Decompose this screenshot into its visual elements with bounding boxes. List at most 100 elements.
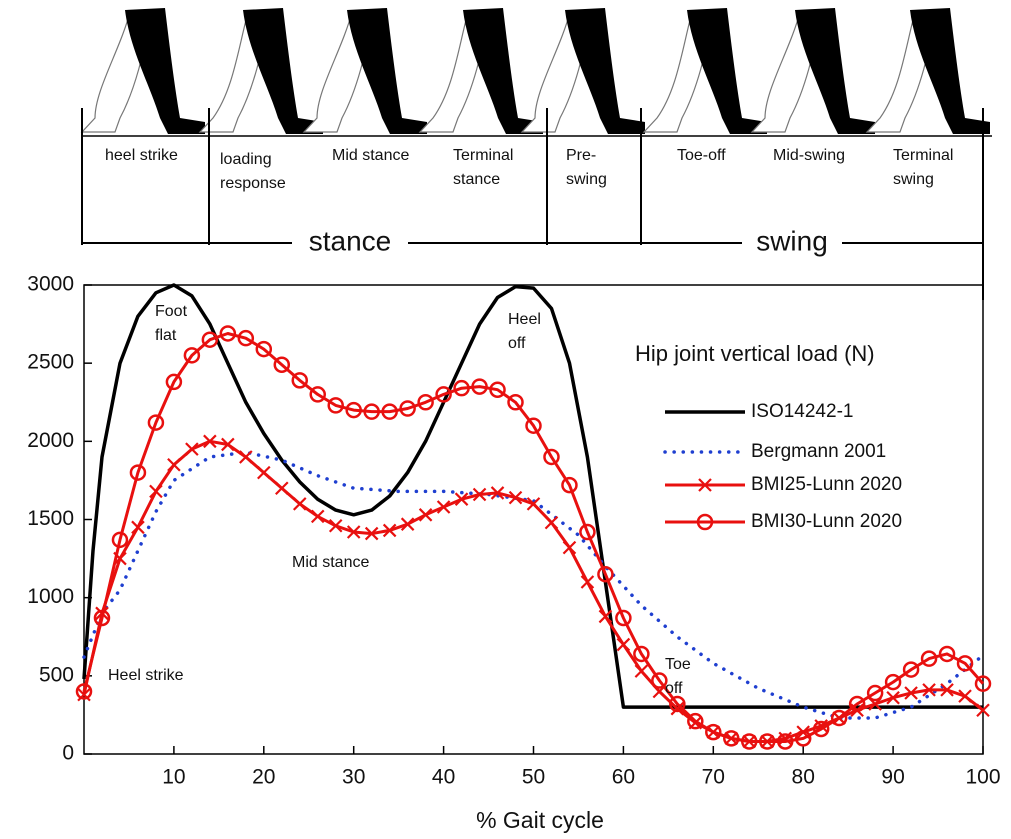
legend-title: Hip joint vertical load (N): [635, 341, 875, 366]
data-marker: [292, 497, 307, 511]
data-marker: [418, 508, 433, 522]
data-marker: [454, 492, 469, 506]
x-tick-label: 100: [965, 766, 1000, 789]
data-marker: [884, 673, 902, 691]
x-tick-label: 10: [162, 766, 185, 789]
data-marker: [275, 481, 289, 496]
data-marker: [974, 675, 992, 692]
leg-front: [687, 8, 767, 134]
phase-label: Terminal: [453, 147, 513, 164]
data-marker: [669, 695, 686, 713]
data-marker: [257, 465, 271, 480]
leg-front: [125, 8, 205, 134]
data-marker: [364, 526, 379, 541]
y-tick-label: 2500: [27, 351, 74, 374]
data-marker: [940, 683, 954, 697]
data-marker: [328, 518, 343, 533]
data-marker: [597, 565, 614, 583]
data-marker: [165, 373, 183, 391]
legend-label: Bergmann 2001: [751, 441, 886, 462]
leg-front: [795, 8, 875, 134]
data-marker: [149, 484, 163, 499]
x-axis-label: % Gait cycle: [476, 807, 604, 833]
phase-label: loading: [220, 151, 272, 168]
data-marker: [310, 509, 325, 524]
x-tick-label: 20: [252, 766, 275, 789]
data-marker: [938, 645, 956, 663]
legend-marker: [696, 513, 714, 531]
annotation: Toe: [665, 656, 691, 673]
data-marker: [345, 401, 362, 419]
data-marker: [634, 664, 649, 678]
phase-label: Pre-: [566, 147, 596, 164]
data-marker: [239, 450, 253, 464]
data-marker: [580, 575, 595, 589]
data-marker: [219, 325, 237, 342]
data-marker: [723, 730, 740, 747]
data-marker: [562, 540, 577, 555]
phase-label: Mid stance: [332, 147, 409, 164]
data-marker: [705, 723, 722, 741]
data-marker: [956, 655, 974, 672]
data-marker: [758, 733, 776, 750]
y-tick-label: 2000: [27, 429, 74, 452]
data-marker: [922, 683, 936, 697]
data-marker: [399, 400, 416, 417]
data-marker: [111, 531, 129, 549]
data-marker: [382, 523, 397, 538]
data-marker: [794, 730, 812, 747]
data-marker: [221, 437, 235, 452]
data-marker: [687, 712, 704, 730]
y-tick-label: 1000: [27, 585, 74, 608]
phase-label: heel strike: [105, 147, 178, 164]
data-marker: [129, 464, 147, 481]
data-marker: [435, 386, 452, 403]
data-marker: [185, 442, 199, 456]
x-tick-label: 30: [342, 766, 365, 789]
data-marker: [904, 686, 918, 700]
data-marker: [381, 403, 398, 420]
annotation: Foot: [155, 303, 188, 320]
data-marker: [776, 733, 794, 750]
data-marker: [417, 394, 434, 411]
annotation: Heel strike: [108, 667, 184, 684]
data-marker: [866, 684, 884, 702]
data-marker: [507, 394, 524, 411]
y-tick-label: 1500: [27, 507, 74, 530]
leg-front: [910, 8, 990, 134]
x-tick-label: 40: [432, 766, 455, 789]
data-marker: [633, 645, 650, 663]
data-marker: [976, 703, 990, 718]
data-marker: [203, 434, 217, 449]
annotation: off: [508, 335, 526, 352]
data-marker: [309, 386, 326, 403]
data-marker: [561, 476, 578, 494]
data-marker: [615, 609, 632, 627]
data-marker: [291, 372, 309, 389]
data-marker: [472, 487, 487, 502]
data-marker: [812, 720, 830, 738]
legend-label: ISO14242-1: [751, 401, 853, 422]
annotation: flat: [155, 327, 177, 344]
series-line: [82, 332, 985, 743]
legend-label: BMI30-Lunn 2020: [751, 511, 902, 532]
data-marker: [93, 609, 111, 627]
data-marker: [741, 733, 758, 750]
data-marker: [651, 672, 668, 689]
gait-figures: [80, 8, 990, 134]
legend-marker: [698, 478, 712, 492]
data-marker: [147, 414, 165, 431]
data-marker: [471, 378, 488, 395]
y-tick-label: 0: [62, 742, 74, 765]
data-marker: [131, 520, 145, 535]
data-marker: [598, 609, 613, 624]
group-label: stance: [309, 225, 392, 256]
leg-front: [565, 8, 645, 134]
y-tick-label: 3000: [27, 273, 74, 296]
data-marker: [453, 379, 470, 397]
data-marker: [526, 497, 541, 511]
data-marker: [544, 515, 559, 530]
x-tick-label: 70: [702, 766, 725, 789]
x-tick-label: 90: [881, 766, 904, 789]
data-marker: [490, 486, 505, 500]
